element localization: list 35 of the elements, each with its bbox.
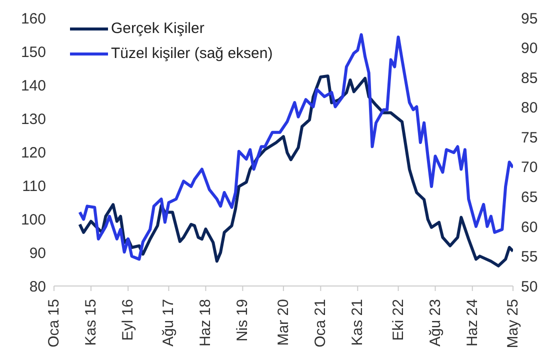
y2-tick-label: 55 <box>521 248 538 266</box>
y-tick-label: 160 <box>20 10 46 28</box>
y2-tick-label: 85 <box>521 70 538 87</box>
x-tick-label: Nis 19 <box>234 299 252 342</box>
x-tick-label: Eki 22 <box>390 299 407 341</box>
legend-label: Tüzel kişiler (sağ eksen) <box>111 45 273 62</box>
y2-tick-label: 50 <box>521 278 538 296</box>
y2-tick-label: 60 <box>521 218 538 236</box>
y-tick-label: 80 <box>29 278 46 296</box>
x-tick-label: Haz 24 <box>464 299 481 347</box>
y-tick-label: 90 <box>29 244 46 262</box>
x-tick-label: Ağu 17 <box>160 299 178 347</box>
y-tick-label: 140 <box>20 77 46 94</box>
y-tick-label: 120 <box>20 144 46 162</box>
y2-tick-label: 95 <box>521 10 538 28</box>
x-tick-label: Kas 21 <box>349 299 366 346</box>
y2-tick-label: 70 <box>521 159 538 176</box>
x-tick-label: Oca 21 <box>312 299 330 348</box>
y-tick-label: 130 <box>20 110 46 128</box>
y2-tick-label: 80 <box>521 100 538 117</box>
x-tick-label: Haz 18 <box>197 299 214 347</box>
x-tick-label: Mar 20 <box>274 299 292 346</box>
legend-label: Gerçek Kişiler <box>111 20 204 37</box>
y-tick-label: 150 <box>20 44 46 61</box>
x-tick-label: Kas 15 <box>82 299 100 346</box>
x-tick-label: May 25 <box>504 299 522 348</box>
y-tick-label: 100 <box>20 211 46 228</box>
y2-tick-label: 65 <box>521 188 538 206</box>
y2-tick-label: 90 <box>521 40 538 58</box>
y2-tick-label: 75 <box>521 129 538 146</box>
x-tick-label: Ağu 23 <box>426 299 444 347</box>
y-tick-label: 110 <box>22 178 46 195</box>
x-tick-label: Oca 15 <box>46 299 62 348</box>
x-tick-label: Eyl 16 <box>120 299 137 341</box>
line-series <box>78 74 513 268</box>
